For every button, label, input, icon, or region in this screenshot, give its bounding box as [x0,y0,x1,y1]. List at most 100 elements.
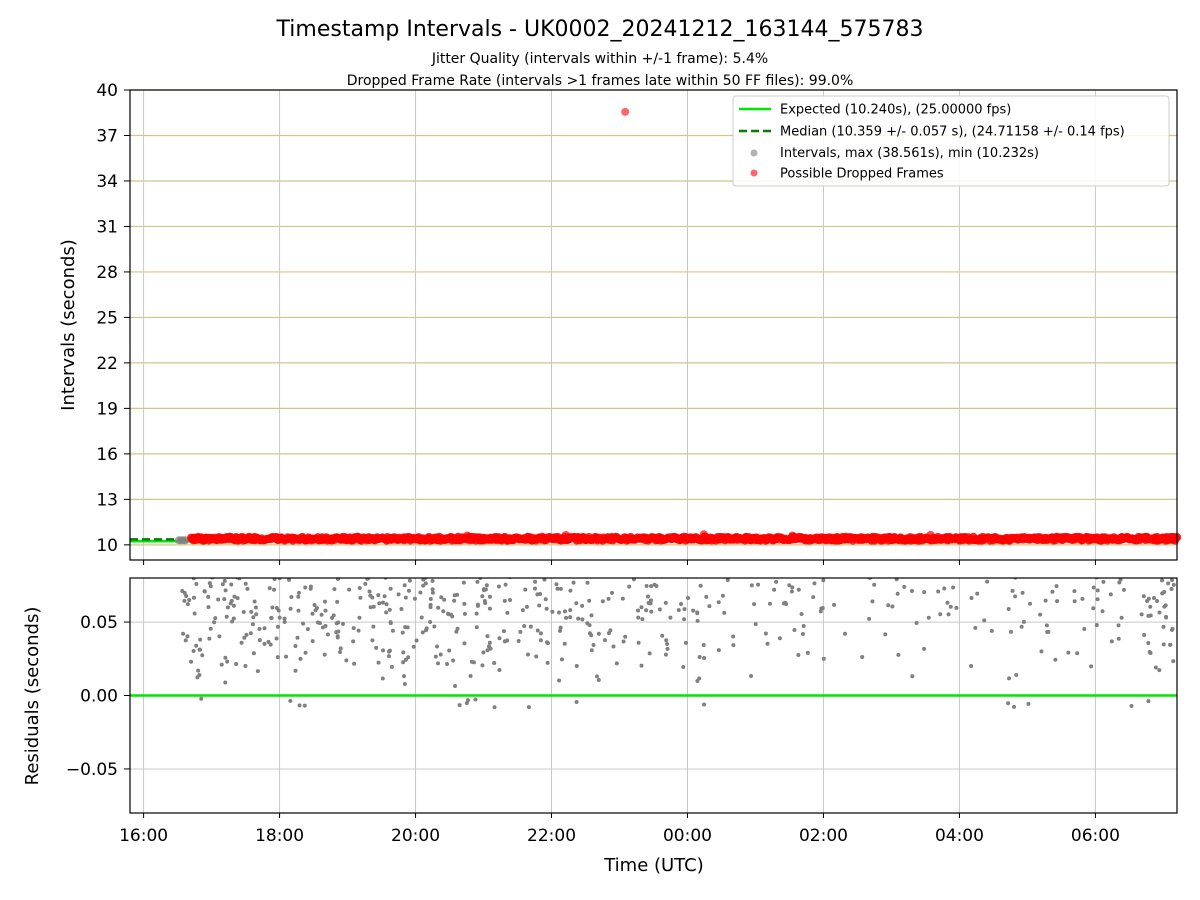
residual-point [524,604,529,609]
residual-point [528,624,533,629]
residual-point [725,578,730,582]
residual-point [621,639,626,644]
residual-point [722,610,727,615]
residual-point [223,588,228,593]
dropped-frame-point [788,531,797,540]
residual-point [481,650,486,655]
residual-point [183,638,188,643]
residual-point [1153,665,1158,670]
residual-point [883,632,888,637]
residual-point [716,648,721,653]
residual-point [380,600,385,605]
residuals-data [130,578,1177,710]
residual-point [580,603,585,608]
residual-point [216,597,221,602]
residual-point [644,583,649,588]
residual-point [213,616,218,621]
residual-point [695,611,700,616]
residual-point [926,615,931,620]
residual-point [772,587,777,592]
residual-point [559,657,564,662]
residual-point [380,676,385,681]
residual-point [1100,609,1105,614]
residual-point [589,613,594,618]
residual-point [340,621,345,626]
residual-point [544,606,549,611]
residual-point [568,608,573,613]
residual-point [870,599,875,604]
residual-point [196,668,201,673]
residual-point [223,680,228,685]
residual-point [376,593,381,598]
residual-point [428,597,433,602]
residual-point [184,593,189,598]
residual-point [1026,701,1031,706]
residual-point [452,598,457,603]
residuals-panel: −0.05 0.00 0.05 16:00 18:00 20:00 22:00 00:00 0… [22,577,1178,846]
residual-point [234,662,239,667]
residual-point [468,674,473,679]
residual-point [731,634,736,639]
residual-point [228,601,233,606]
intervals-panel: 10 13 16 19 22 25 28 31 34 37 40 Intervals (second… [58,81,1182,565]
legend-dropped-swatch [750,169,758,177]
residual-point [1148,604,1153,609]
residual-point [483,601,488,606]
residual-point [611,644,616,649]
intervals-frame [129,89,1178,561]
residual-point [1162,589,1167,594]
residual-point [819,606,824,611]
residual-point [436,661,441,666]
residual-point [295,635,300,640]
dropped-frame-point [463,531,472,540]
residuals-y-tick-label: 0.00 [80,687,118,707]
residual-point [1091,606,1096,611]
residual-point [438,652,443,657]
residual-point [602,638,607,643]
residual-point [557,678,562,683]
residual-point [969,664,974,669]
residual-point [253,605,258,610]
residual-point [223,655,228,660]
chart-subtitle-dropped: Dropped Frame Rate (intervals >1 frames … [347,73,854,89]
residual-point [492,705,497,710]
residual-point [396,592,401,597]
x-tick-label: 04:00 [935,826,984,846]
x-tick-label: 02:00 [799,826,848,846]
residual-point [198,647,203,652]
residual-point [518,629,523,634]
residual-point [1007,676,1012,681]
residual-point [606,596,611,601]
residual-point [270,605,275,610]
residual-point [484,583,489,588]
residual-point [191,595,196,600]
residual-point [749,674,754,679]
residual-point [801,624,806,629]
residual-point [262,641,267,646]
residual-point [682,607,687,612]
residual-point [249,609,254,614]
chart-subtitle-jitter: Jitter Quality (intervals within +/-1 fr… [431,51,768,67]
residual-point [558,586,563,591]
residual-point [194,582,199,587]
residual-point [777,636,782,641]
residual-point [1094,623,1099,628]
residual-point [774,579,779,584]
residual-point [589,648,594,653]
residual-point [428,602,433,607]
residual-point [357,586,362,591]
legend-intervals-label: Intervals, max (38.561s), min (10.232s) [780,146,1039,161]
residual-point [665,642,670,647]
residual-point [182,598,187,603]
residual-point [648,598,653,603]
residual-point [1028,601,1033,606]
residual-point [181,631,186,636]
residual-point [501,629,506,634]
residual-point [591,643,596,648]
intervals-y-tick-label: 40 [96,81,118,101]
residual-point [257,638,262,643]
residual-point [384,610,389,615]
residual-point [1117,580,1122,585]
legend: Expected (10.240s), (25.00000 fps) Media… [732,95,1170,187]
residual-point [430,587,435,592]
